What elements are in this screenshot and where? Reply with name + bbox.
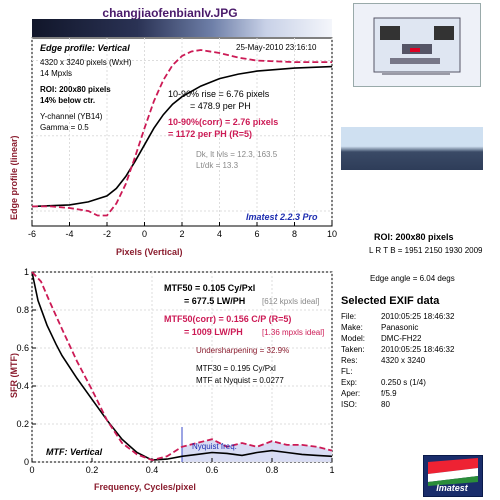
edge-profile-heading: Edge profile: Vertical (40, 43, 130, 53)
mtf50corr-value: MTF50(corr) = 0.156 C/P (R=5) (164, 314, 292, 324)
megapixels: 14 Mpxls (40, 69, 73, 78)
top-tick-label: -6 (28, 229, 36, 239)
exif-value: 0.250 s (1/4) (381, 378, 426, 387)
bot-x-tick-label: 0.6 (206, 465, 219, 475)
mtf50corr-ideal: [1.36 mpxls ideal] (262, 328, 325, 337)
mtf30-value: MTF30 = 0.195 Cy/Pxl (196, 364, 276, 373)
exif-row: Res: 4320 x 3240 (341, 355, 496, 366)
top-tick-label: -4 (65, 229, 73, 239)
exif-row: ISO: 80 (341, 399, 496, 410)
dark-light-levels: Dk, lt lvls = 12.3, 163.5 (196, 150, 278, 159)
side-roi: ROI: 200x80 pixels (374, 232, 454, 242)
exif-row: Make: Panasonic (341, 322, 496, 333)
exif-row: Taken: 2010:05:25 18:46:32 (341, 344, 496, 355)
edge-profile-line (31, 65, 333, 208)
exif-key: Exp: (341, 378, 358, 387)
bot-x-tick-label: 1 (329, 465, 334, 475)
mtf50-lwph: = 677.5 LW/PH (184, 296, 246, 306)
exif-row: File: 2010:05:25 18:46:32 (341, 311, 496, 322)
light-dark-ratio: Lt/dk = 13.3 (196, 161, 239, 170)
exif-value: 80 (381, 400, 390, 409)
exif-key: Res: (341, 356, 358, 365)
exif-title: Selected EXIF data (341, 295, 440, 307)
exif-value: 2010:05:25 18:46:32 (381, 312, 455, 321)
bot-x-tick-label: 0 (29, 465, 34, 475)
top-tick-label: 2 (179, 229, 184, 239)
bot-y-tick-label: 0.2 (16, 419, 29, 429)
mtf-plot: 0 0.2 0.4 0.6 0.8 1 0 0.2 0.4 0.6 0.8 1 (16, 267, 334, 475)
gamma: Gamma = 0.5 (40, 123, 89, 132)
datetime: 25-May-2010 23:16:10 (236, 43, 317, 52)
exif-row: Aper: f/5.9 (341, 388, 496, 399)
exif-key: Aper: (341, 389, 361, 398)
bot-y-tick-label: 0.8 (16, 305, 29, 315)
bottom-xlabel: Frequency, Cycles/pixel (94, 482, 196, 492)
exif-key: Make: (341, 323, 363, 332)
roi-crop-image (341, 127, 483, 170)
top-tick-label: 6 (254, 229, 259, 239)
bot-y-tick-label: 1 (24, 267, 29, 277)
exif-value: DMC-FH22 (381, 334, 422, 343)
rise-corr-value: 10-90%(corr) = 2.76 pixels (168, 117, 279, 127)
exif-row: Exp: 0.250 s (1/4) (341, 377, 496, 388)
top-tick-label: 10 (327, 229, 337, 239)
edge-profile-plot: -6 -4 -2 0 2 4 6 8 10 (28, 37, 337, 239)
rise-value: 10-90% rise = 6.76 pixels (168, 89, 270, 99)
exif-value: 2010:05:25 18:46:32 (381, 345, 455, 354)
top-tick-label: 8 (292, 229, 297, 239)
exif-key: Model: (341, 334, 366, 343)
image-size: 4320 x 3240 pixels (WxH) (40, 58, 132, 67)
exif-row: Model: DMC-FH22 (341, 333, 496, 344)
roi-line1: ROI: 200x80 pixels (40, 85, 111, 94)
bot-x-tick-label: 0.2 (86, 465, 99, 475)
bot-x-tick-label: 0.4 (146, 465, 159, 475)
exif-row: FL: (341, 366, 496, 377)
imatest-logo (423, 455, 483, 497)
nyquist-label: Nyquist freq. (192, 442, 237, 451)
channel: Y-channel (YB14) (40, 112, 103, 121)
mtf-line (31, 271, 333, 461)
top-tick-label: 4 (217, 229, 222, 239)
mtf50corr-lwph: = 1009 LW/PH (184, 327, 243, 337)
top-xlabel: Pixels (Vertical) (116, 247, 183, 257)
mtf-corrected-line (31, 271, 333, 462)
imatest-version: Imatest 2.2.3 Pro (246, 212, 318, 222)
edge-corrected-line (32, 49, 332, 217)
mtf50-ideal: [612 kpxls ideal] (262, 297, 320, 306)
bot-y-tick-label: 0.4 (16, 381, 29, 391)
exif-key: Taken: (341, 345, 365, 354)
imatest-logo-text: Imatest (436, 483, 468, 493)
bot-x-tick-label: 0.8 (266, 465, 279, 475)
mtf50-value: MTF50 = 0.105 Cy/Pxl (164, 283, 256, 293)
edge-angle: Edge angle = 6.04 degs (370, 274, 455, 283)
bottom-ylabel: SFR (MTF) (9, 353, 19, 398)
exif-key: FL: (341, 367, 353, 376)
top-ylabel: Edge profile (linear) (9, 135, 19, 220)
exif-value: f/5.9 (381, 389, 397, 398)
top-tick-label: -2 (103, 229, 111, 239)
bot-y-tick-label: 0 (24, 457, 29, 467)
file-title: changjiaofenbianlv.JPG (102, 6, 238, 20)
rise-corr-per-ph: = 1172 per PH (R=5) (168, 129, 253, 139)
side-lrtb: L R T B = 1951 2150 1930 2009 (369, 246, 483, 255)
top-tick-label: 0 (142, 229, 147, 239)
exif-key: ISO: (341, 400, 358, 409)
exif-value: Panasonic (381, 323, 419, 332)
rise-per-ph: = 478.9 per PH (190, 101, 251, 111)
exif-value: 4320 x 3240 (381, 356, 426, 365)
mtf-at-nyquist: MTF at Nyquist = 0.0277 (196, 376, 284, 385)
undersharpening: Undersharpening = 32.9% (196, 346, 290, 355)
exif-table: File: 2010:05:25 18:46:32 Make: Panasonic Mo… (341, 311, 496, 410)
bot-y-tick-label: 0.6 (16, 343, 29, 353)
roi-line2: 14% below ctr. (40, 96, 96, 105)
mtf-heading: MTF: Vertical (46, 447, 103, 457)
edge-gradient-strip (32, 19, 332, 37)
chart-thumbnail-image (353, 3, 481, 87)
exif-key: File: (341, 312, 357, 321)
